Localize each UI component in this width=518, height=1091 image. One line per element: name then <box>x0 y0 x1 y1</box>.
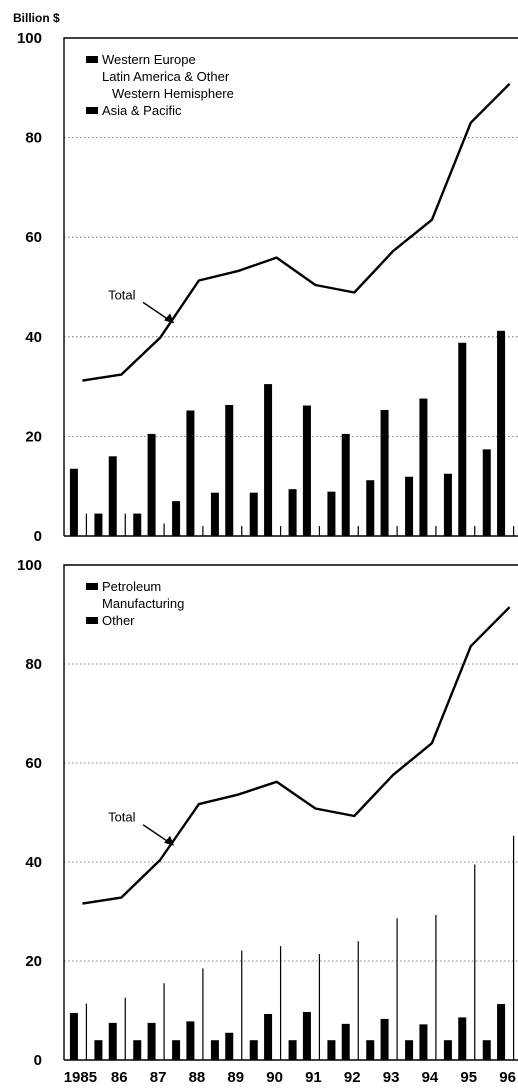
bar-3 <box>443 1040 452 1060</box>
x-tick-label: 96 <box>499 1069 516 1086</box>
bar-3 <box>210 1040 219 1060</box>
y-tick-label: 60 <box>25 229 42 246</box>
bar-3 <box>94 1040 103 1060</box>
bar-3 <box>327 491 336 536</box>
legend-swatch <box>86 107 98 114</box>
x-tick-label: 92 <box>344 1069 361 1086</box>
bar-1 <box>147 1022 156 1060</box>
legend-entry: Western Europe <box>102 52 196 67</box>
y-tick-label: 20 <box>25 428 42 445</box>
bar-1 <box>497 1004 506 1060</box>
bar-1 <box>264 1013 273 1060</box>
y-tick-label: 80 <box>25 130 42 147</box>
y-tick-label: 100 <box>17 557 42 574</box>
bar-1 <box>458 342 467 536</box>
legend-entry: Petroleum <box>102 579 161 594</box>
legend-swatch <box>86 617 98 624</box>
bar-1 <box>186 1021 195 1060</box>
bar-3 <box>405 1040 414 1060</box>
y-tick-label: 0 <box>34 1052 42 1069</box>
bar-1 <box>419 398 428 536</box>
chart-panel-industry: 0 20 40 60 80 100 Total Petroleum Manufacturing O… <box>17 557 518 1069</box>
bar-1 <box>302 405 311 536</box>
x-tick-label: 93 <box>383 1069 400 1086</box>
bar-3 <box>210 492 219 536</box>
total-annotation: Total <box>108 287 136 302</box>
x-tick-label: 1985 <box>64 1069 97 1086</box>
bar-1 <box>225 405 234 536</box>
bar-3 <box>249 492 258 536</box>
x-tick-label: 86 <box>111 1069 128 1086</box>
legend-entry: Other <box>102 613 135 628</box>
y-tick-label: 40 <box>25 854 42 871</box>
bar-1 <box>264 384 273 536</box>
bar-3 <box>288 1040 297 1060</box>
bar-1 <box>108 1022 117 1060</box>
bar-1 <box>341 433 350 536</box>
y-tick-label: 80 <box>25 656 42 673</box>
bar-3 <box>288 489 297 536</box>
bar-1 <box>186 410 195 536</box>
bar-3 <box>366 1040 375 1060</box>
x-tick-label: 94 <box>422 1069 439 1086</box>
bar-3 <box>482 1040 491 1060</box>
total-line <box>82 606 511 905</box>
legend-entry: Latin America & Other Western Hemisphere <box>102 69 234 101</box>
x-tick-label: 89 <box>227 1069 244 1086</box>
total-line <box>82 82 511 382</box>
x-tick-label: 87 <box>150 1069 167 1086</box>
bar-1 <box>302 1011 311 1060</box>
annotation-arrowhead <box>164 313 175 324</box>
chart-panel-region: 0 20 40 60 80 100 Total Western Europe Latin Ame… <box>17 30 518 545</box>
bar-3 <box>172 1040 181 1060</box>
bar-1 <box>380 410 389 536</box>
y-tick-label: 20 <box>25 953 42 970</box>
y-tick-label: 100 <box>17 30 42 47</box>
x-tick-label: 95 <box>460 1069 477 1086</box>
bar-3 <box>443 473 452 536</box>
bar-3 <box>172 501 181 536</box>
x-tick-label: 90 <box>266 1069 283 1086</box>
y-tick-label: 0 <box>34 528 42 545</box>
bar-3 <box>327 1040 336 1060</box>
bar-1 <box>419 1024 428 1060</box>
legend-entry: Manufacturing <box>102 596 184 611</box>
x-axis-tick-labels: 1985 86 87 88 89 90 91 92 93 94 95 96 <box>64 1069 516 1086</box>
bar-3 <box>133 1040 142 1060</box>
bar-1 <box>69 1012 78 1060</box>
bar-3 <box>133 513 142 536</box>
bar-1 <box>497 330 506 536</box>
bar-3 <box>249 1040 258 1060</box>
unit-label: Billion $ <box>13 11 60 25</box>
bar-1 <box>341 1023 350 1060</box>
y-tick-label: 60 <box>25 755 42 772</box>
plot-frame <box>63 564 518 1061</box>
bar-1 <box>380 1018 389 1060</box>
legend-swatch <box>86 583 98 590</box>
annotation-arrowhead <box>164 835 175 846</box>
bar-3 <box>94 513 103 536</box>
bar-1 <box>69 468 78 536</box>
bar-1 <box>108 456 117 536</box>
legend-swatch <box>86 56 98 63</box>
x-tick-label: 91 <box>305 1069 322 1086</box>
y-tick-label: 40 <box>25 329 42 346</box>
bar-1 <box>147 433 156 536</box>
bar-3 <box>366 480 375 536</box>
legend-entry: Asia & Pacific <box>102 103 182 118</box>
plot-frame <box>63 37 518 537</box>
total-annotation: Total <box>108 810 136 825</box>
bar-3 <box>482 449 491 536</box>
bar-1 <box>225 1032 234 1060</box>
x-tick-label: 88 <box>189 1069 206 1086</box>
bar-3 <box>405 476 414 536</box>
bar-1 <box>458 1017 467 1060</box>
